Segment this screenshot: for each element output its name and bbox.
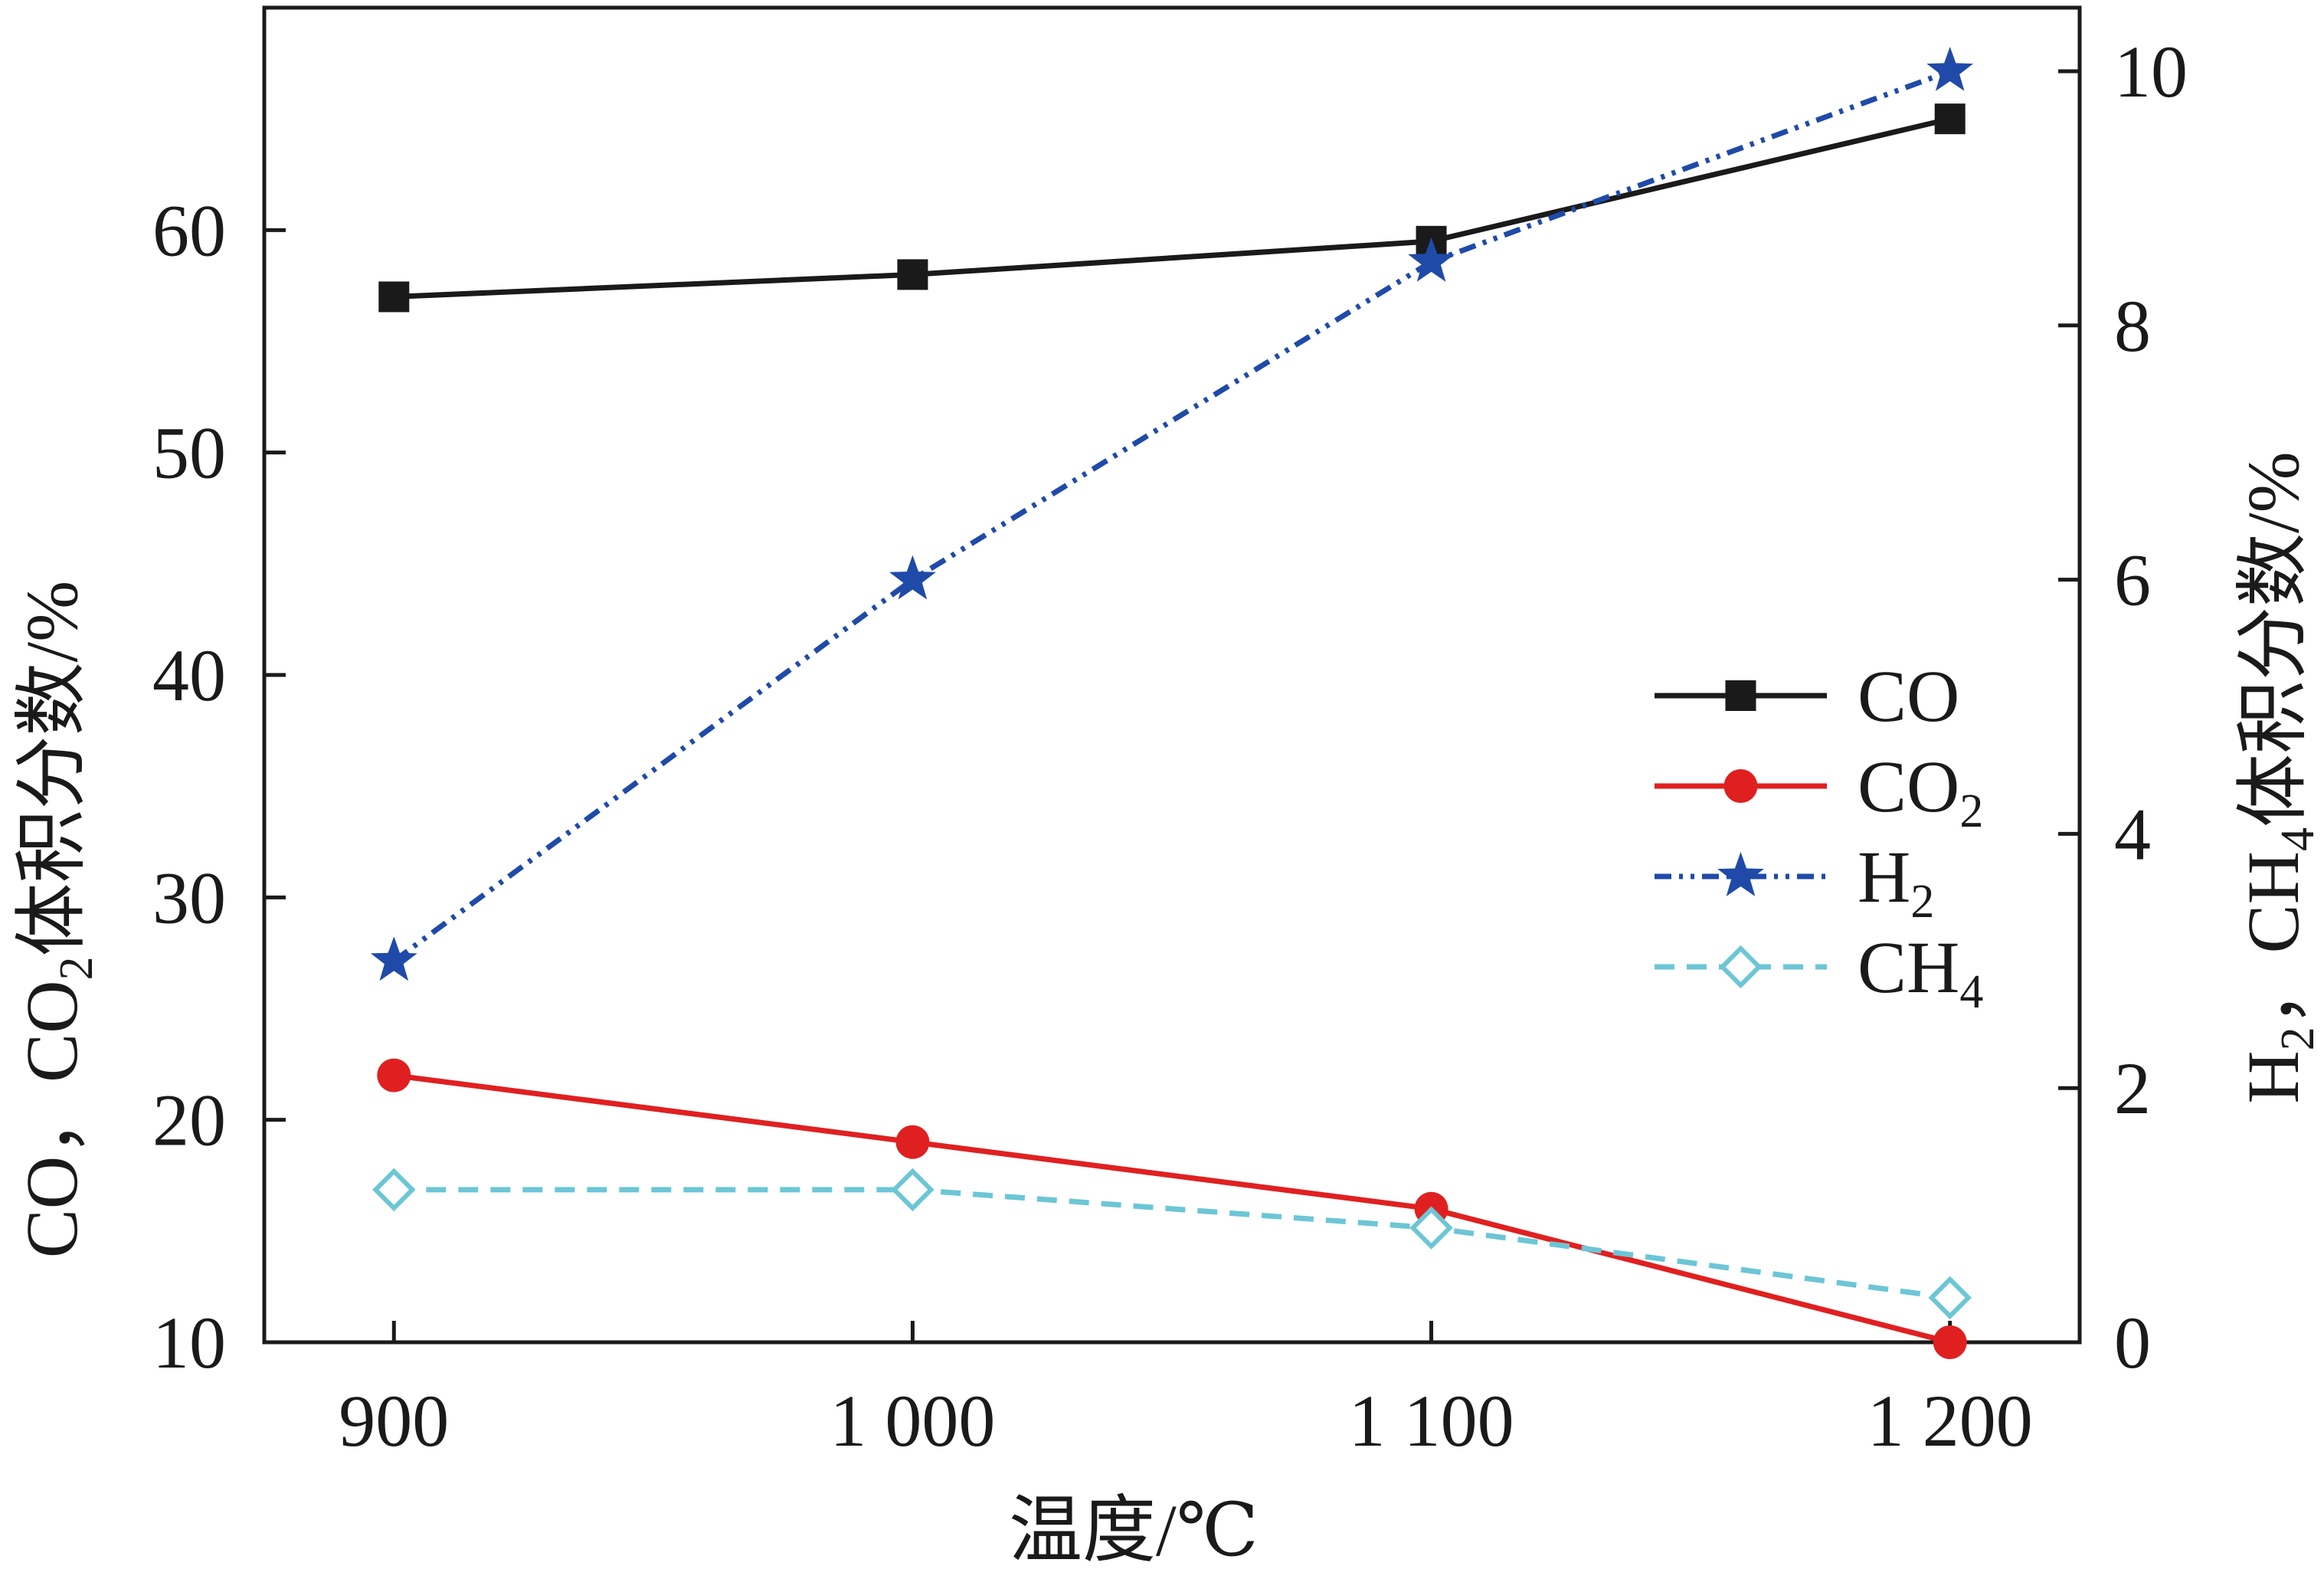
series-line-co	[394, 116, 1951, 300]
y-axis-left: 10 20 30 40 50 60	[152, 189, 286, 1384]
legend-label-main: CO	[1858, 745, 1959, 827]
y-left-tick-label: 40	[152, 634, 226, 716]
legend-item-co2: CO2	[1655, 745, 1983, 837]
data-point-h2	[1408, 237, 1455, 282]
data-point-h2	[1926, 47, 1974, 91]
y-axis-left-title-main: CO，CO	[11, 980, 93, 1258]
legend-label-co: CO	[1858, 655, 1959, 737]
plot-frame	[262, 5, 2082, 1345]
data-point-co2	[895, 1125, 930, 1159]
y-left-tick-label: 50	[152, 412, 226, 494]
series-line-co2	[393, 1073, 1951, 1345]
y-left-tick-label: 30	[152, 857, 226, 939]
y-left-tick-label: 10	[152, 1302, 226, 1384]
data-point-h2	[370, 936, 417, 981]
series-line-h2	[392, 68, 1951, 964]
y-axis-right: 0 2 4 6 8 10	[2058, 31, 2188, 1384]
legend-marker-ch4	[1719, 945, 1763, 989]
legend-item-h2: H2	[1655, 836, 1934, 928]
x-tick-label: 1 200	[1867, 1380, 2033, 1462]
y-right-tick-label: 6	[2114, 539, 2151, 621]
y-axis-left-title-sub: 2	[51, 956, 103, 980]
legend-item-co: CO	[1655, 655, 1959, 737]
y-axis-right-title-mid: ，CH	[2232, 851, 2314, 1027]
series-line-ch4	[394, 1187, 1951, 1301]
legend-label-sub: 4	[1959, 966, 1983, 1018]
x-axis-title: 温度/℃	[1009, 1489, 1259, 1571]
legend-label-h2: H2	[1858, 836, 1934, 928]
series-h2	[370, 47, 1974, 981]
data-point-co2	[1933, 1325, 1967, 1359]
y-left-tick-label: 20	[152, 1079, 226, 1161]
plot-area	[262, 5, 2082, 1345]
y-axis-left-title-tail: 体积分数/%	[11, 581, 93, 957]
legend-label-main: H	[1858, 836, 1910, 918]
data-point-co	[1934, 103, 1966, 135]
series-layer	[370, 47, 1974, 1359]
y-right-tick-label: 2	[2114, 1047, 2151, 1129]
data-point-ch4	[1928, 1276, 1972, 1320]
legend-label-co2: CO2	[1858, 745, 1983, 837]
legend-marker-h2	[1717, 852, 1764, 896]
legend-label-main: CH	[1858, 926, 1959, 1008]
legend-marker-co	[1725, 680, 1756, 711]
series-ch4	[372, 1168, 1972, 1320]
data-point-ch4	[1409, 1206, 1453, 1250]
y-axis-right-title-sub2: 4	[2272, 827, 2324, 851]
y-right-tick-label: 10	[2114, 31, 2188, 113]
data-point-co	[378, 281, 410, 313]
y-left-tick-label: 60	[152, 189, 226, 271]
legend-label-ch4: CH4	[1858, 926, 1983, 1018]
x-tick-label: 1 000	[830, 1380, 995, 1462]
data-point-ch4	[891, 1168, 935, 1212]
y-right-tick-label: 0	[2114, 1302, 2151, 1384]
data-point-co	[897, 259, 928, 290]
y-axis-left-title: CO，CO2体积分数/%	[11, 581, 103, 1258]
y-axis-right-title-h: H	[2232, 1050, 2314, 1103]
x-tick-label: 1 100	[1349, 1380, 1514, 1462]
legend-label-main: CO	[1858, 655, 1959, 737]
y-axis-right-title-tail: 体积分数/%	[2232, 451, 2314, 827]
y-axis-right-title-sub1: 2	[2272, 1027, 2324, 1050]
data-point-h2	[889, 555, 936, 600]
y-axis-right-title: H2，CH4体积分数/%	[2232, 451, 2324, 1103]
data-point-ch4	[372, 1168, 416, 1212]
legend-label-sub: 2	[1910, 876, 1934, 928]
legend-item-ch4: CH4	[1655, 926, 1983, 1018]
series-co	[378, 103, 1966, 313]
y-right-tick-label: 8	[2114, 285, 2151, 367]
legend-label-sub: 2	[1959, 785, 1983, 837]
x-tick-label: 900	[339, 1380, 449, 1462]
legend-marker-co2	[1723, 769, 1758, 803]
data-point-co2	[377, 1058, 411, 1093]
y-right-tick-label: 4	[2114, 793, 2151, 875]
